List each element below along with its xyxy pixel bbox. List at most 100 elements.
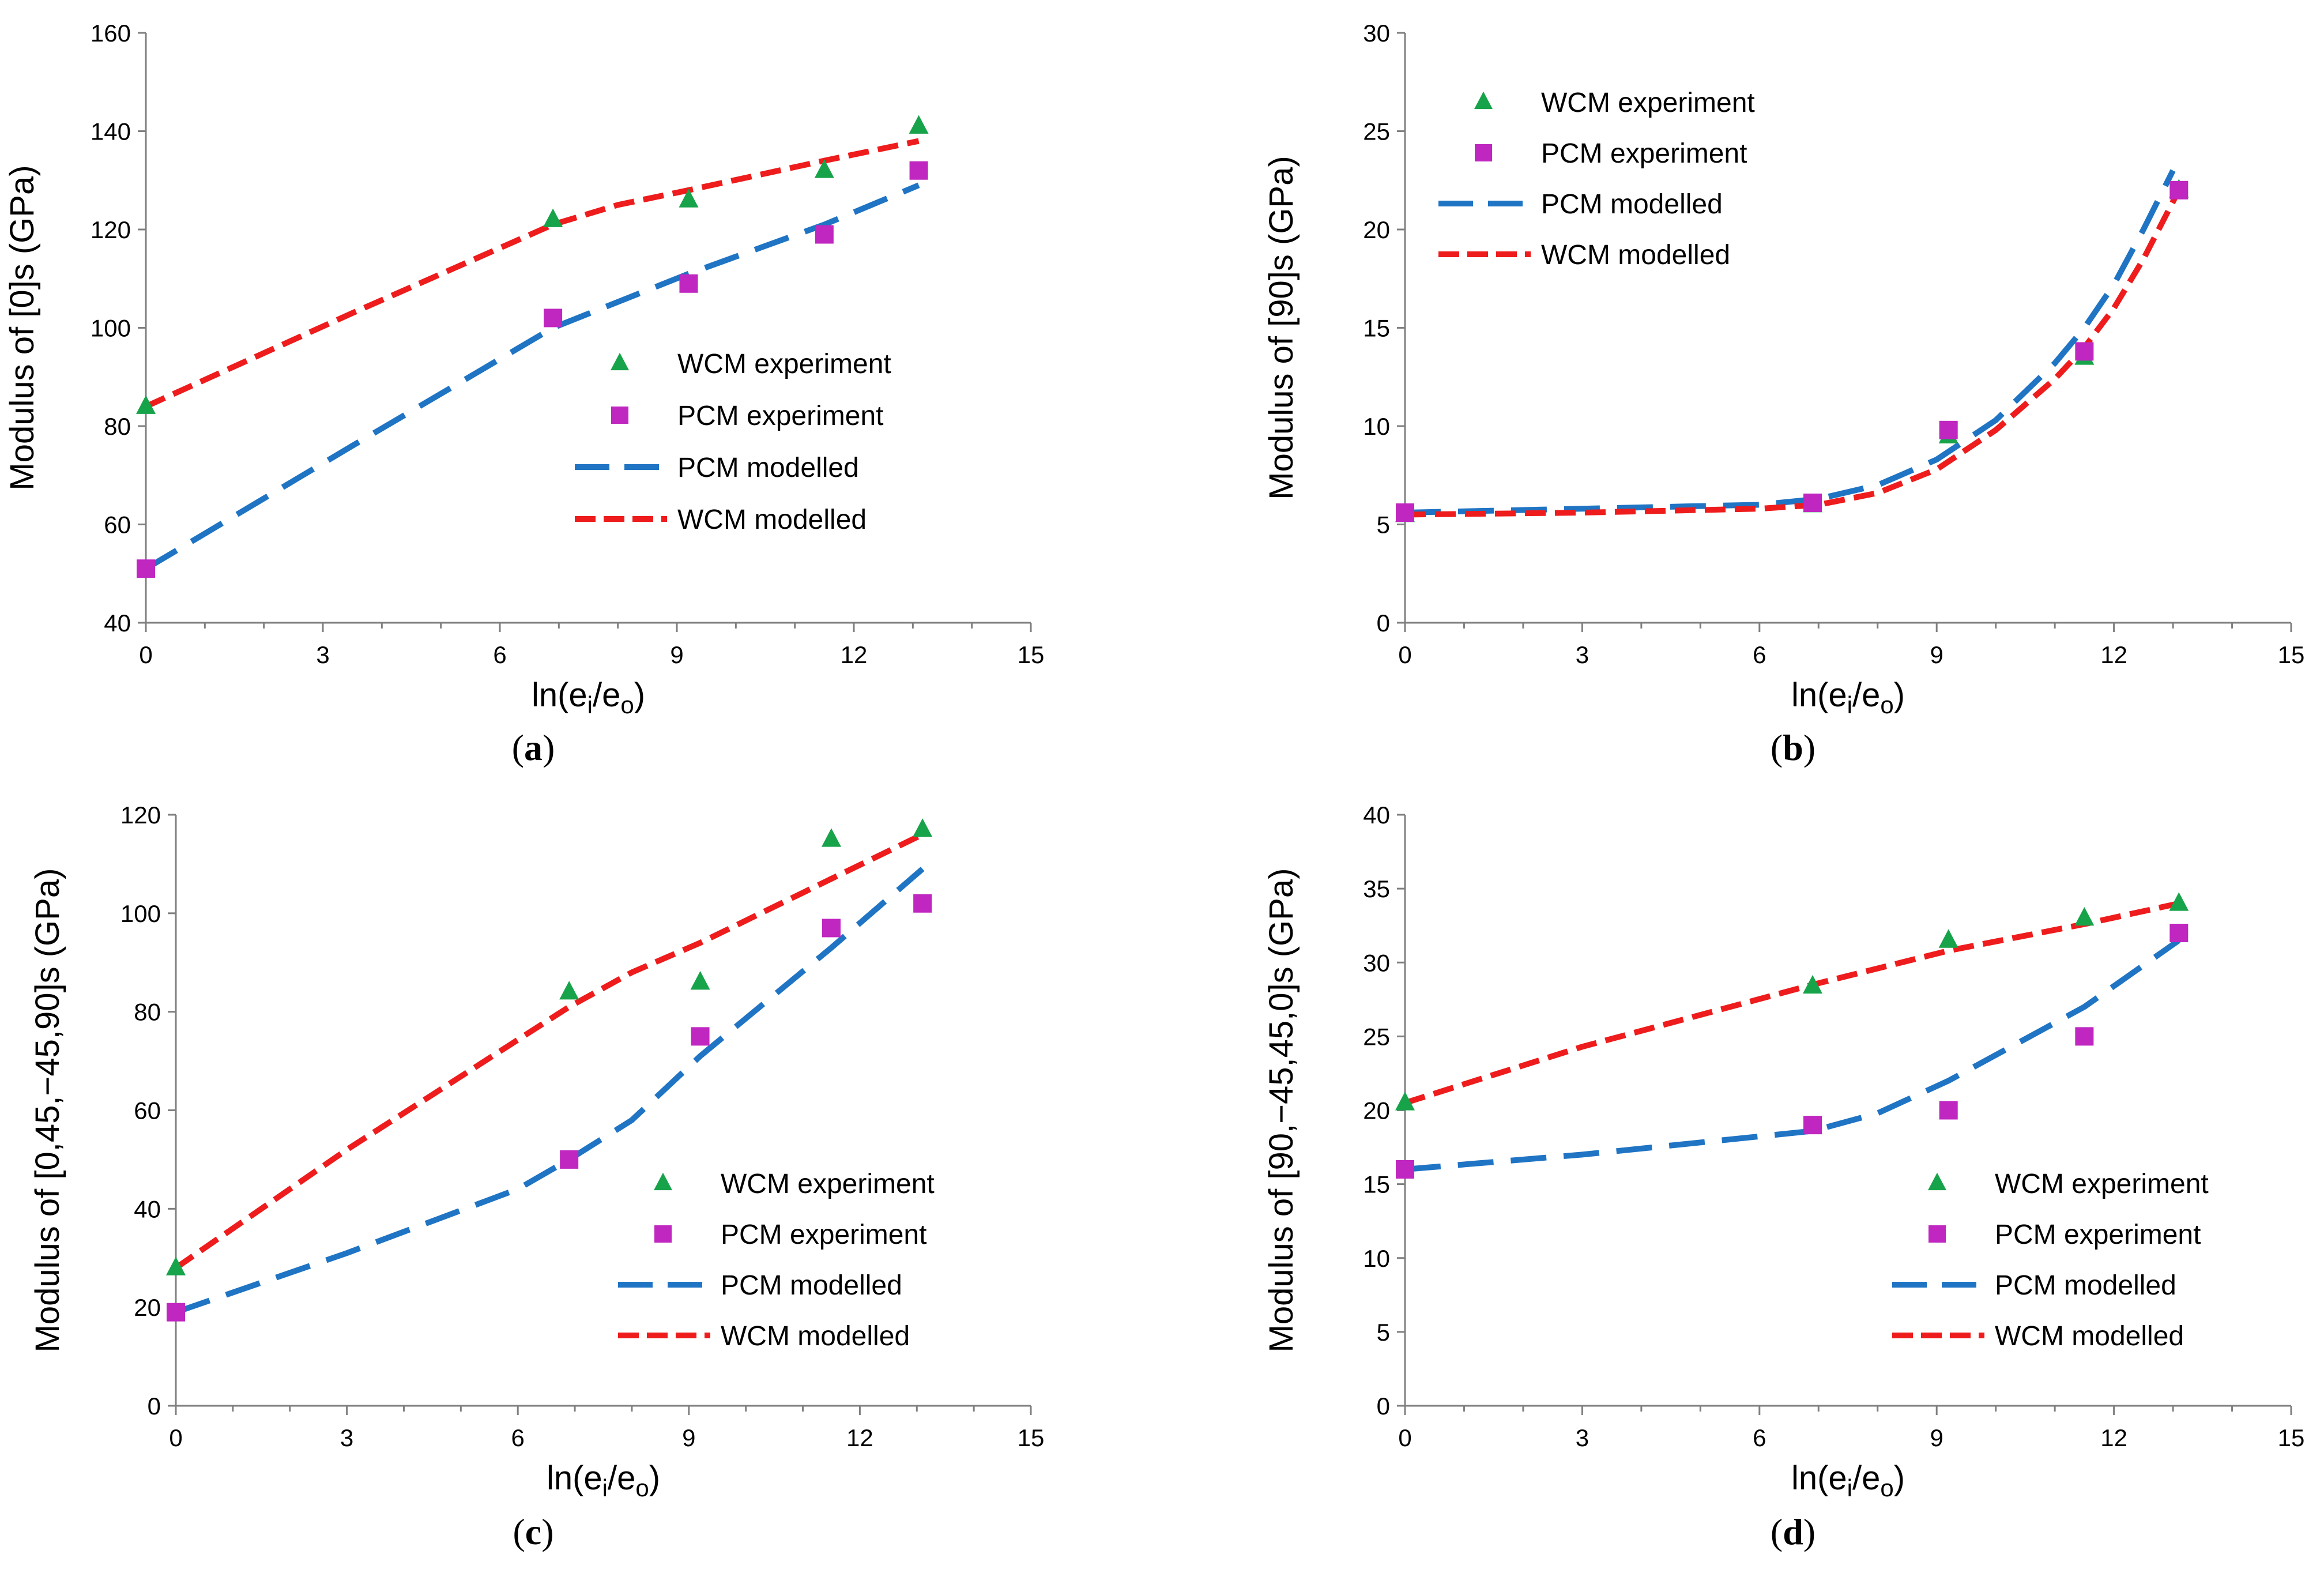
y-tick-label: 60: [134, 1097, 161, 1124]
x-tick-label: 3: [1576, 641, 1589, 668]
x-axis-label-subscript: o: [1880, 691, 1893, 718]
y-tick-label: 100: [120, 900, 161, 927]
pcm-experiment-point: [2169, 924, 2189, 942]
y-tick-label: 160: [91, 20, 131, 47]
x-axis-label-subscript: o: [1880, 1474, 1893, 1502]
panel-caption: (d): [1771, 1511, 1815, 1552]
legend-label: WCM modelled: [677, 505, 867, 535]
y-tick-label: 120: [91, 216, 131, 243]
pcm-experiment-point: [822, 919, 841, 938]
x-axis-label-part: ln(e: [532, 676, 587, 714]
caption-letter: d: [1783, 1511, 1803, 1552]
x-axis-label-part: ): [1894, 1459, 1905, 1497]
legend-label: PCM experiment: [721, 1220, 926, 1250]
legend-label: PCM experiment: [677, 401, 883, 431]
caption-paren: ): [543, 727, 555, 768]
y-tick-label: 15: [1363, 1171, 1390, 1198]
x-tick-label: 0: [139, 641, 152, 668]
pcm-experiment-point: [913, 894, 932, 913]
legend-triangle-symbol: [611, 352, 629, 371]
x-tick-label: 3: [316, 641, 329, 668]
pcm-modelled-line: [144, 182, 920, 571]
x-tick-label: 0: [169, 1424, 182, 1451]
y-tick-label: 30: [1363, 949, 1390, 976]
pcm-experiment-point: [167, 1303, 185, 1322]
x-axis-label-part: /e: [608, 1459, 635, 1497]
y-tick-label: 40: [104, 609, 131, 637]
pcm-experiment-point: [1939, 1101, 1958, 1120]
y-tick-label: 120: [120, 801, 161, 829]
wcm-experiment-point: [814, 159, 834, 178]
legend-square-symbol: [611, 407, 628, 424]
legend-triangle-symbol: [1928, 1172, 1946, 1191]
x-axis-label-part: ): [634, 676, 645, 714]
x-axis-label-subscript: i: [602, 1474, 608, 1502]
x-tick-label: 6: [1753, 641, 1766, 668]
x-tick-label: 12: [2100, 641, 2127, 668]
y-axis-label: Modulus of [0]s (GPa): [3, 165, 41, 490]
y-tick-label: 10: [1363, 413, 1390, 440]
legend-triangle-symbol: [1474, 91, 1493, 110]
x-axis-label-subscript: o: [635, 1474, 649, 1502]
x-tick-label: 12: [2100, 1424, 2127, 1451]
y-tick-label: 5: [1377, 1319, 1390, 1346]
y-tick-label: 0: [1377, 609, 1390, 637]
x-axis-label-part: ): [649, 1459, 660, 1497]
panel-caption: (a): [512, 727, 555, 768]
x-tick-label: 15: [1018, 1424, 1045, 1451]
x-axis-label-subscript: i: [1847, 1474, 1852, 1502]
y-tick-label: 40: [134, 1195, 161, 1222]
caption-paren: ): [1803, 727, 1815, 768]
x-tick-label: 9: [1930, 641, 1943, 668]
legend-triangle-symbol: [654, 1172, 672, 1191]
y-tick-label: 140: [91, 118, 131, 145]
legend-label: PCM modelled: [1995, 1270, 2176, 1301]
x-tick-label: 12: [846, 1424, 873, 1451]
x-axis-label-subscript: i: [1847, 691, 1852, 718]
legend-label: WCM modelled: [721, 1321, 910, 1352]
caption-letter: b: [1783, 727, 1803, 768]
y-axis-label: Modulus of [0,45,−45,90]s (GPa): [29, 868, 66, 1353]
y-tick-label: 60: [104, 511, 131, 539]
caption-paren: ): [541, 1511, 553, 1552]
wcm-experiment-point: [543, 208, 563, 227]
legend-label: PCM experiment: [1541, 138, 1747, 169]
x-axis-label: ln(ei/eo): [1791, 676, 1905, 718]
x-tick-label: 15: [2278, 641, 2305, 668]
wcm-experiment-point: [1803, 974, 1823, 994]
y-tick-label: 0: [1377, 1393, 1390, 1420]
legend: WCM experiment PCM experiment PCM modelled…: [618, 1169, 935, 1352]
pcm-experiment-point: [137, 559, 155, 578]
wcm-experiment-point: [821, 828, 841, 847]
chart-panel-a: 40 60 80 100 120 140 160 0 3 6 9 12 15 ln(ei/eo) Modul…: [3, 20, 1044, 768]
caption-letter: a: [524, 727, 543, 768]
pcm-experiment-point: [1803, 493, 1822, 512]
pcm-experiment-point: [1396, 503, 1414, 522]
x-tick-label: 6: [493, 641, 506, 668]
x-axis-label-part: ln(e: [1791, 676, 1847, 714]
chart-panel-d: 0 5 10 15 20 25 30 35 40 0 3 6 9 12 15 ln(ei/eo) Modulus…: [1263, 801, 2304, 1552]
pcm-experiment-point: [679, 274, 698, 293]
caption-letter: c: [525, 1511, 541, 1552]
x-axis-label-subscript: i: [587, 691, 593, 718]
x-axis-label-part: /e: [1852, 676, 1880, 714]
caption-paren: (: [512, 727, 524, 768]
legend-label: WCM modelled: [1541, 240, 1730, 270]
pcm-modelled-line: [1404, 938, 2181, 1172]
pcm-modelled-line: [1404, 169, 2176, 516]
x-tick-label: 6: [511, 1424, 525, 1451]
y-axis-label: Modulus of [90]s (GPa): [1263, 156, 1300, 499]
x-tick-label: 12: [841, 641, 868, 668]
pcm-experiment-point: [560, 1150, 579, 1169]
x-tick-label: 3: [340, 1424, 353, 1451]
wcm-experiment-point: [690, 971, 710, 990]
legend: WCM experiment PCM experiment PCM modelled…: [1892, 1169, 2209, 1352]
y-tick-label: 20: [1363, 216, 1390, 243]
legend-label: WCM experiment: [1995, 1169, 2209, 1199]
x-tick-label: 9: [670, 641, 683, 668]
y-tick-label: 25: [1363, 1023, 1390, 1050]
legend: WCM experiment PCM experiment PCM modelled…: [1438, 88, 1755, 270]
caption-paren: ): [1803, 1511, 1815, 1552]
x-tick-label: 3: [1576, 1424, 1589, 1451]
